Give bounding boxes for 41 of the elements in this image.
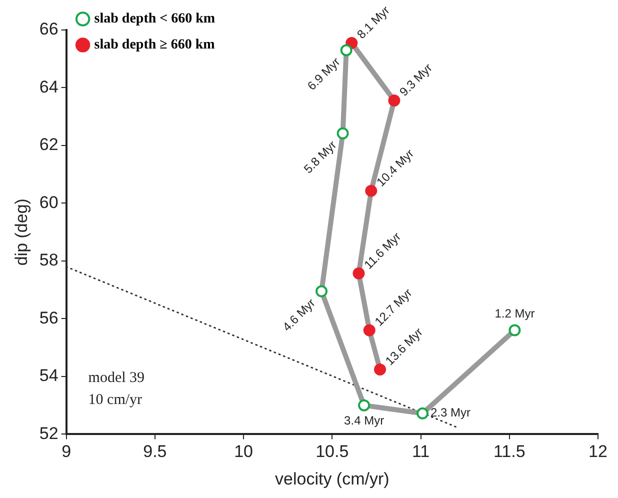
- point: [416, 407, 429, 420]
- annotation: 11.6 Myr: [361, 230, 404, 272]
- point: [508, 324, 521, 336]
- point: [358, 399, 370, 412]
- point: [363, 324, 376, 336]
- annotation: model 39: [88, 370, 145, 386]
- x-tick-label: 10: [234, 442, 253, 462]
- point: [316, 285, 328, 298]
- y-axis-title: dip (deg): [12, 198, 31, 266]
- point: [388, 94, 400, 106]
- point: [374, 364, 386, 376]
- annotation: 6.9 Myr: [304, 54, 343, 93]
- x-tick-label: 9: [62, 442, 72, 462]
- annotation: 4.6 Myr: [280, 296, 318, 334]
- annotation: 2.3 Myr: [430, 406, 471, 420]
- y-tick-label: 52: [39, 424, 58, 443]
- y-tick-label: 60: [39, 192, 58, 212]
- x-tick-label: 12: [588, 442, 608, 462]
- point: [336, 127, 349, 140]
- x-tick-label: 11.5: [493, 442, 526, 462]
- legend-label: slab depth < 660 km: [94, 12, 216, 27]
- annotation: 10 cm/yr: [88, 392, 142, 408]
- y-tick-label: 64: [39, 77, 58, 96]
- annotation: 9.3 Myr: [396, 60, 435, 99]
- annotation: 8.1 Myr: [354, 3, 392, 42]
- x-axis-title: velocity (cm/yr): [275, 469, 390, 488]
- legend-label: slab depth ≥ 660 km: [94, 38, 216, 53]
- annotation: 1.2 Myr: [494, 306, 535, 321]
- point: [352, 267, 365, 280]
- x-tick-label: 9.5: [143, 442, 167, 462]
- point: [365, 184, 378, 197]
- x-tick-label: 11: [412, 442, 430, 462]
- y-tick-label: 66: [39, 20, 58, 39]
- annotation: 5.8 Myr: [301, 138, 340, 176]
- x-tick-label: 10.5: [316, 442, 349, 462]
- annotation: 3.4 Myr: [344, 414, 384, 428]
- y-tick-label: 56: [39, 308, 58, 328]
- point: [340, 44, 352, 56]
- y-tick-label: 54: [39, 366, 58, 386]
- y-tick-label: 58: [39, 250, 58, 270]
- y-tick-label: 62: [39, 135, 58, 154]
